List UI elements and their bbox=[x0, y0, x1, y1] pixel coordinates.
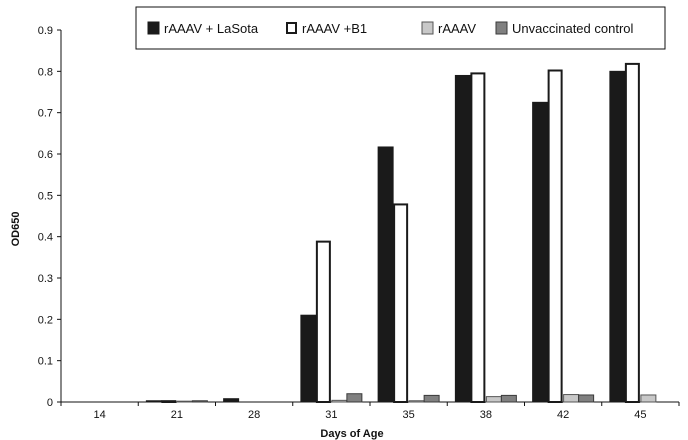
y-tick-label: 0 bbox=[47, 397, 53, 409]
bar bbox=[346, 393, 363, 403]
y-tick-label: 0.3 bbox=[38, 273, 53, 285]
legend-label: rAAAV bbox=[438, 21, 476, 36]
x-axis-label: Days of Age bbox=[320, 428, 383, 440]
bar bbox=[547, 69, 563, 404]
y-tick-label: 0.2 bbox=[38, 314, 53, 326]
legend-swatch bbox=[147, 21, 160, 35]
y-tick-label: 0.9 bbox=[38, 25, 53, 37]
x-tick-label: 28 bbox=[248, 409, 260, 421]
bar bbox=[408, 400, 425, 403]
bar bbox=[454, 74, 471, 403]
x-tick-label: 45 bbox=[634, 409, 646, 421]
bar bbox=[393, 203, 409, 403]
bar bbox=[423, 394, 440, 403]
bar bbox=[377, 146, 394, 403]
bar bbox=[563, 394, 580, 403]
bar bbox=[532, 101, 549, 403]
bar bbox=[500, 394, 517, 403]
legend-label: rAAAV +B1 bbox=[302, 21, 367, 36]
x-tick-label: 35 bbox=[403, 409, 415, 421]
x-tick-label: 31 bbox=[325, 409, 337, 421]
bar bbox=[609, 70, 626, 403]
x-tick-label: 14 bbox=[94, 409, 106, 421]
bar bbox=[223, 398, 240, 403]
y-tick-label: 0.8 bbox=[38, 66, 53, 78]
y-tick-label: 0.5 bbox=[38, 190, 53, 202]
bar bbox=[485, 396, 502, 403]
bar bbox=[300, 314, 317, 403]
x-tick-label: 38 bbox=[480, 409, 492, 421]
bar bbox=[624, 62, 640, 403]
x-tick-label: 42 bbox=[557, 409, 569, 421]
legend-label: Unvaccinated control bbox=[512, 21, 634, 36]
legend-swatch bbox=[421, 21, 434, 35]
bar bbox=[191, 400, 208, 403]
y-tick-label: 0.1 bbox=[38, 356, 53, 368]
x-tick-label: 21 bbox=[171, 409, 183, 421]
bar bbox=[161, 400, 177, 404]
legend: rAAAV + LaSota rAAAV +B1 rAAAV Unvaccinated… bbox=[135, 6, 666, 50]
legend-box bbox=[135, 6, 666, 50]
bar bbox=[176, 400, 193, 403]
bar bbox=[470, 72, 486, 404]
y-axis-label: OD650 bbox=[10, 212, 22, 247]
bar bbox=[315, 240, 331, 403]
legend-label: rAAAV + LaSota bbox=[164, 21, 259, 36]
axes: 0 0.1 0.2 0.3 0.4 0.5 0.6 0.7 0.8 0.9 14 21 28 31 35 38… bbox=[38, 25, 680, 421]
y-tick-label: 0.7 bbox=[38, 108, 53, 120]
bar bbox=[331, 399, 348, 403]
legend-swatch bbox=[286, 22, 297, 34]
bar bbox=[640, 394, 657, 403]
y-tick-label: 0.6 bbox=[38, 149, 53, 161]
bar bbox=[578, 394, 595, 403]
bar bbox=[145, 400, 162, 403]
legend-swatch bbox=[495, 21, 508, 35]
bars bbox=[145, 62, 657, 404]
y-tick-label: 0.4 bbox=[38, 232, 53, 244]
